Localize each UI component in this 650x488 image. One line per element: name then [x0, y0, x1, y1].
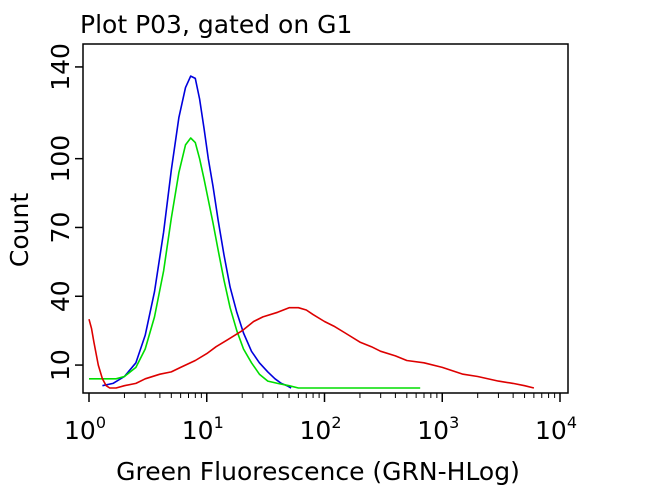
y-tick-label: 100 — [46, 135, 75, 183]
x-tick-label: 102 — [300, 413, 342, 445]
y-tick-label: 40 — [46, 280, 75, 312]
x-tick-label: 103 — [417, 413, 459, 445]
series-line-1 — [89, 137, 421, 389]
plot-area-frame — [82, 43, 569, 394]
y-axis-ticks: 10 40 70 100 140 — [46, 43, 83, 381]
series-line-2 — [88, 306, 535, 389]
y-tick-label: 10 — [46, 349, 75, 381]
x-tick-label: 101 — [182, 413, 224, 445]
y-tick-label: 140 — [46, 43, 75, 91]
series-line-0 — [102, 75, 292, 389]
x-tick-label: 100 — [64, 413, 106, 445]
x-axis-label: Green Fluorescence (GRN-HLog) — [116, 457, 520, 486]
y-axis-label: Count — [5, 193, 34, 267]
series-group — [88, 75, 535, 389]
x-axis-ticks: 100 101 102 103 104 — [64, 393, 577, 445]
x-tick-label: 104 — [535, 413, 577, 445]
chart-title: Plot P03, gated on G1 — [80, 10, 352, 39]
y-tick-label: 70 — [46, 212, 75, 244]
